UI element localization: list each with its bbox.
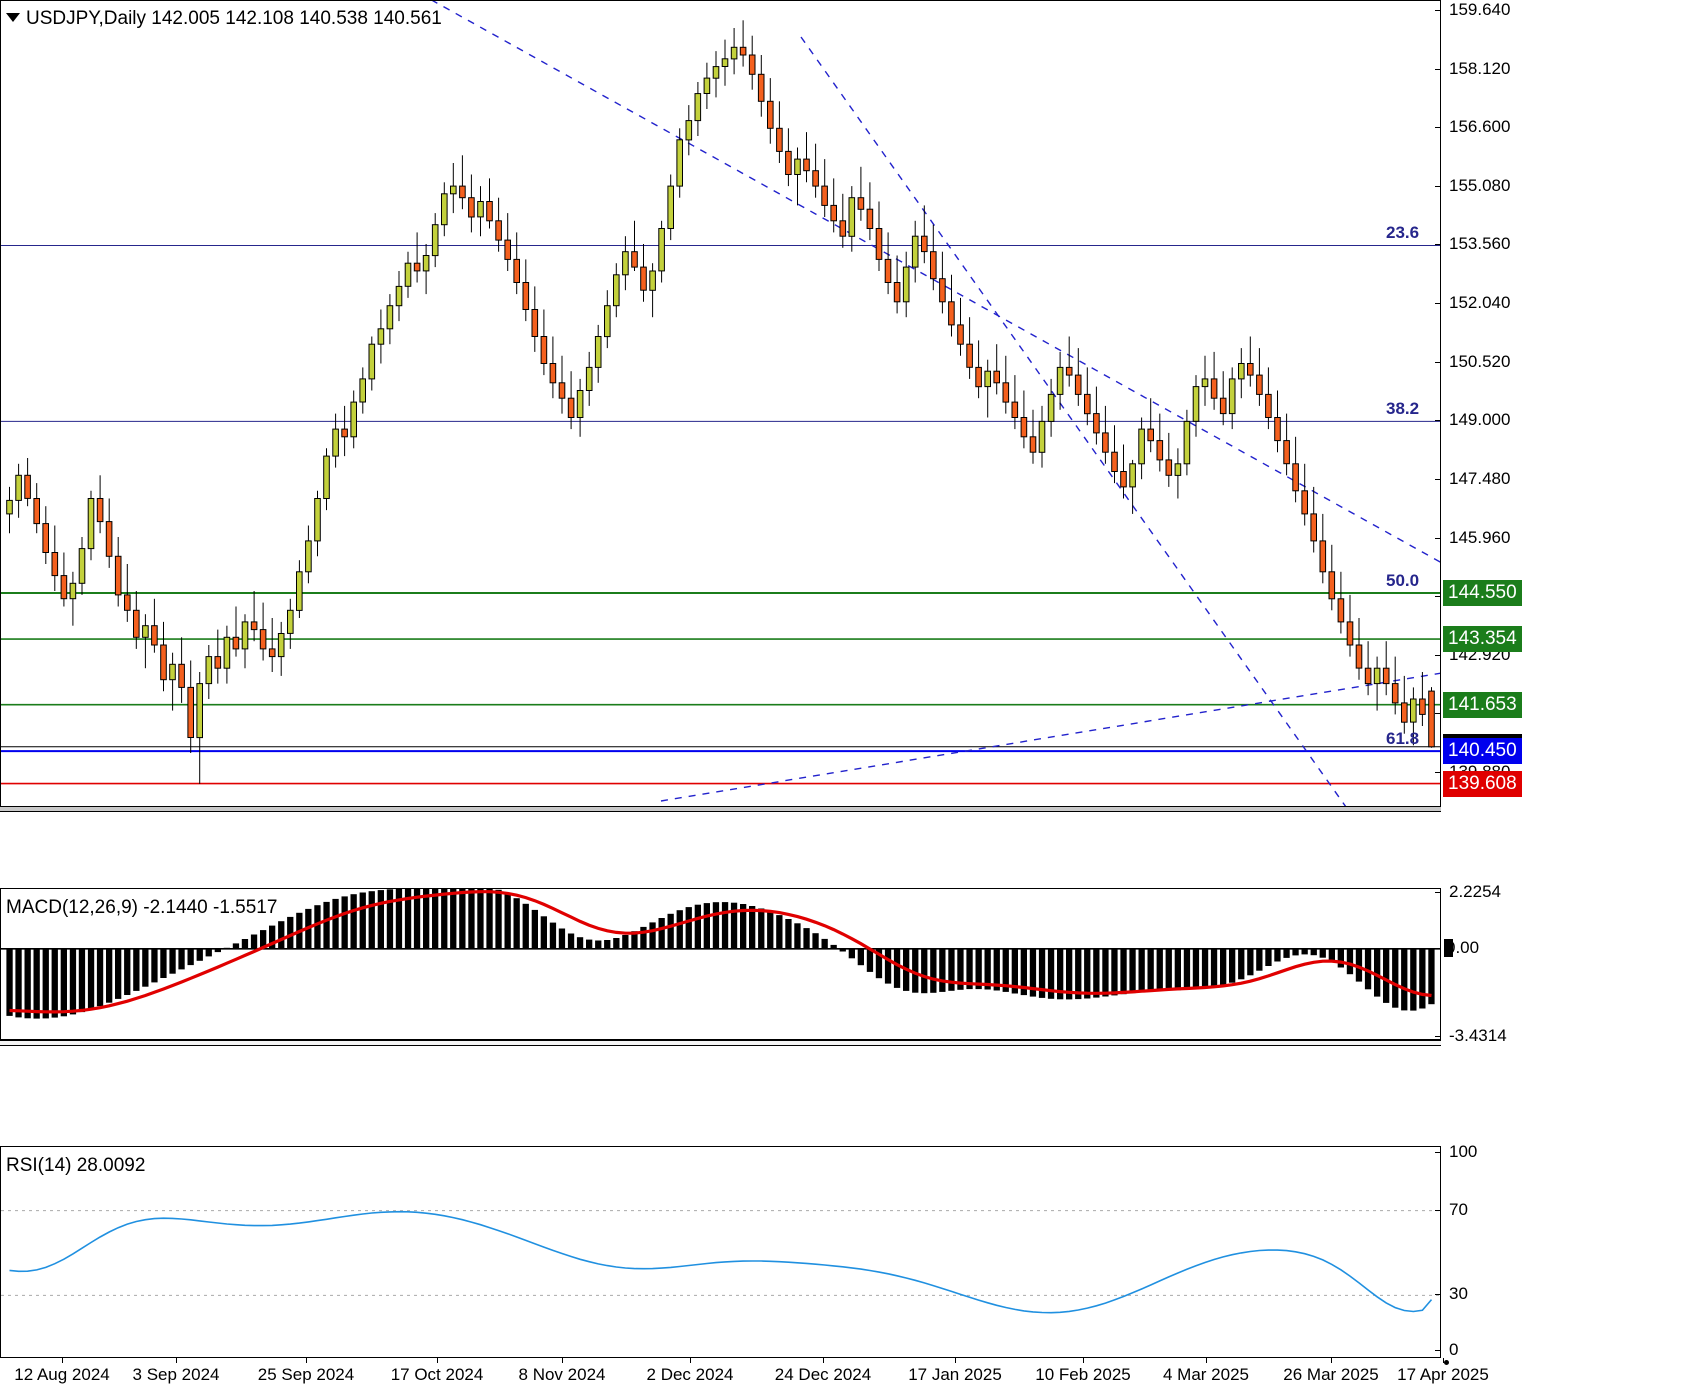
price-tag-green[interactable]: 141.653	[1443, 691, 1522, 718]
price-tag-red[interactable]: 139.608	[1443, 770, 1522, 797]
date-label: 3 Sep 2024	[132, 1365, 220, 1384]
date-label: 12 Aug 2024	[14, 1365, 110, 1384]
triangle-down-icon[interactable]	[6, 13, 20, 22]
price-chart-panel[interactable]	[0, 0, 1441, 806]
date-tick	[1331, 1358, 1332, 1363]
price-tag-green[interactable]: 143.354	[1443, 626, 1522, 653]
macd-plot-area[interactable]	[1, 889, 1440, 1039]
panel-divider-2[interactable]	[0, 1040, 1441, 1046]
date-label: 2 Dec 2024	[646, 1365, 734, 1384]
date-tick	[1443, 1358, 1444, 1363]
date-label: 25 Sep 2024	[257, 1365, 355, 1384]
date-tick	[823, 1358, 824, 1363]
price-axis-gutter[interactable]: 159.640 158.120 156.600 155.080 153.560 152.0…	[1386, 0, 1698, 1395]
panel-divider-1[interactable]	[0, 806, 1441, 812]
axis-corner-dot	[1444, 1360, 1449, 1365]
fib-label-38-2: 38.2	[1386, 399, 1420, 419]
date-tick	[306, 1358, 307, 1363]
price-plot-area[interactable]	[1, 1, 1440, 806]
chart-title: USDJPY,Daily 142.005 142.108 140.538 140…	[26, 8, 442, 29]
date-label: 24 Dec 2024	[774, 1365, 872, 1384]
date-tick	[437, 1358, 438, 1363]
date-label: 26 Mar 2025	[1283, 1365, 1379, 1384]
price-tag-blue[interactable]: 140.450	[1443, 738, 1522, 765]
macd-panel[interactable]	[0, 888, 1441, 1040]
date-label: 17 Oct 2024	[390, 1365, 484, 1384]
date-tick	[1206, 1358, 1207, 1363]
date-label: 17 Jan 2025	[908, 1365, 1002, 1384]
date-tick	[176, 1358, 177, 1363]
price-tag-green[interactable]: 144.550	[1443, 579, 1522, 606]
date-tick	[1083, 1358, 1084, 1363]
date-label: 8 Nov 2024	[518, 1365, 606, 1384]
macd-svg	[1, 889, 1440, 1019]
price-svg	[1, 1, 1440, 806]
rsi-panel[interactable]	[0, 1146, 1441, 1358]
rsi-title: RSI(14) 28.0092	[6, 1155, 146, 1176]
time-axis[interactable]: 12 Aug 2024 3 Sep 2024 25 Sep 2024 17 Oct 2…	[0, 1358, 1489, 1395]
date-label: 4 Mar 2025	[1163, 1365, 1249, 1384]
date-label: 10 Feb 2025	[1035, 1365, 1131, 1384]
date-label: 17 Apr 2025	[1397, 1365, 1489, 1384]
date-tick	[562, 1358, 563, 1363]
fib-label-50-0: 50.0	[1386, 570, 1420, 590]
macd-title: MACD(12,26,9) -2.1440 -1.5517	[6, 897, 278, 918]
rsi-plot-area[interactable]	[1, 1147, 1440, 1357]
date-tick	[955, 1358, 956, 1363]
fib-label-23-6: 23.6	[1386, 223, 1420, 243]
rsi-svg	[1, 1210, 1440, 1314]
fib-label-61-8: 61.8	[1386, 729, 1420, 749]
date-tick	[62, 1358, 63, 1363]
date-tick	[690, 1358, 691, 1363]
